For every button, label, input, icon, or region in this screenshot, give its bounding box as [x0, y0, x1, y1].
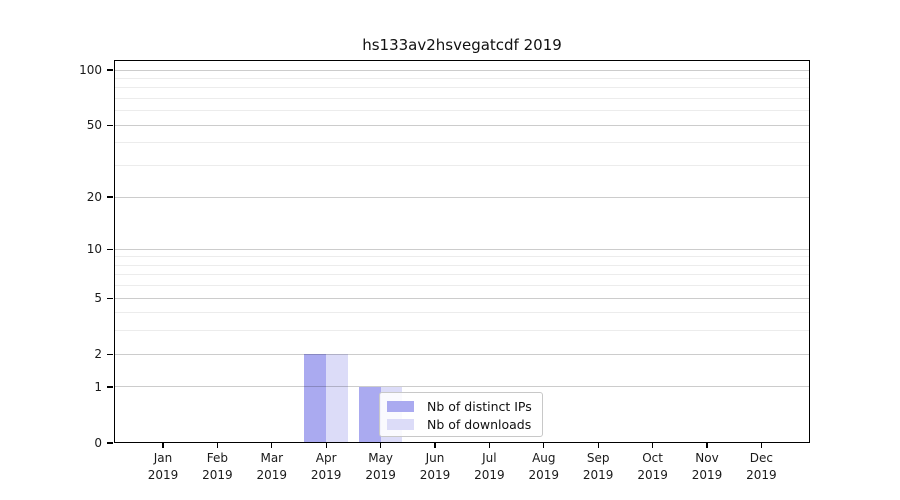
- x-tick-month: Jan: [153, 451, 173, 465]
- y-tick: [107, 248, 113, 250]
- x-tick-month: Apr: [315, 451, 337, 465]
- legend-label-distinct-ips: Nb of distinct IPs: [427, 398, 532, 414]
- gridline-major: [114, 124, 810, 126]
- plot-area: Nb of distinct IPs Nb of downloads: [114, 60, 810, 443]
- y-tick: [107, 69, 113, 71]
- gridline-major: [114, 248, 810, 250]
- x-tick: [488, 443, 490, 448]
- gridline-minor: [114, 256, 810, 258]
- x-tick-month: May: [368, 451, 393, 465]
- gridline-major: [114, 386, 810, 388]
- x-tick-year: 2019: [147, 468, 179, 482]
- x-tick-month: Mar: [260, 451, 284, 465]
- gridline-major: [114, 297, 810, 299]
- legend-label-downloads: Nb of downloads: [427, 416, 532, 432]
- x-tick-month: Sep: [586, 451, 610, 465]
- gridline-minor: [114, 312, 810, 314]
- legend-item-distinct-ips: Nb of distinct IPs: [387, 398, 533, 414]
- legend: Nb of distinct IPs Nb of downloads: [379, 392, 543, 437]
- gridline-major: [114, 196, 810, 198]
- x-tick: [325, 443, 327, 448]
- x-tick-year: 2019: [365, 468, 396, 482]
- x-tick-label: Feb 2019: [187, 450, 247, 484]
- x-tick-month: Feb: [206, 451, 229, 465]
- x-tick-year: 2019: [746, 468, 777, 482]
- y-tick: [107, 297, 113, 299]
- y-tick-label: 1: [94, 379, 102, 394]
- gridline-minor: [114, 142, 810, 144]
- bar-distinct-ips: [304, 354, 327, 443]
- x-tick: [216, 443, 218, 448]
- grid-layer: [114, 60, 810, 443]
- x-tick-year: 2019: [202, 468, 233, 482]
- gridline-minor: [114, 78, 810, 80]
- x-tick: [271, 443, 273, 448]
- x-tick-year: 2019: [582, 468, 614, 482]
- x-tick-month: Aug: [532, 451, 556, 465]
- y-tick: [107, 386, 113, 388]
- y-tick: [107, 353, 113, 355]
- gridline-minor: [114, 264, 810, 266]
- y-tick: [107, 196, 113, 198]
- x-tick-label: Sep 2019: [568, 450, 628, 484]
- x-tick-year: 2019: [419, 468, 451, 482]
- x-tick-label: Jan 2019: [133, 450, 193, 484]
- legend-swatch-downloads-icon: [387, 418, 414, 430]
- gridline-minor: [114, 110, 810, 112]
- x-tick-label: Nov 2019: [677, 450, 737, 484]
- x-tick-year: 2019: [637, 468, 668, 482]
- gridline-minor: [114, 274, 810, 276]
- bar-downloads: [326, 354, 348, 443]
- x-tick-label: Oct 2019: [623, 450, 683, 484]
- x-tick-month: Jul: [482, 451, 497, 465]
- x-tick-label: Jul 2019: [459, 450, 519, 484]
- gridline-major: [114, 69, 810, 71]
- x-tick-year: 2019: [310, 468, 342, 482]
- gridline-major: [114, 353, 810, 355]
- bar-distinct-ips: [358, 387, 381, 443]
- x-tick: [706, 443, 708, 448]
- x-tick-label: May 2019: [351, 450, 411, 484]
- gridline-minor: [114, 330, 810, 332]
- gridline-minor: [114, 87, 810, 89]
- legend-swatch-distinct-ips-icon: [387, 400, 414, 412]
- x-tick-label: Jun 2019: [405, 450, 465, 484]
- x-tick-month: Nov: [695, 451, 719, 465]
- x-tick-year: 2019: [691, 468, 723, 482]
- gridline-minor: [114, 165, 810, 167]
- y-tick-label: 10: [86, 242, 102, 257]
- x-tick-label: Dec 2019: [731, 450, 791, 484]
- y-tick-label: 50: [86, 118, 102, 133]
- y-tick-label: 100: [79, 63, 102, 78]
- y-tick: [107, 124, 113, 126]
- y-tick-label: 5: [94, 291, 102, 306]
- x-tick: [760, 443, 762, 448]
- x-tick-year: 2019: [474, 468, 505, 482]
- x-tick: [652, 443, 654, 448]
- gridline-minor: [114, 98, 810, 100]
- x-tick-year: 2019: [528, 468, 560, 482]
- x-tick-label: Mar 2019: [242, 450, 302, 484]
- x-tick: [162, 443, 164, 448]
- y-tick-label: 2: [94, 347, 102, 362]
- x-tick: [434, 443, 436, 448]
- x-tick-month: Jun: [425, 451, 445, 465]
- chart-title: hs133av2hsvegatcdf 2019: [362, 36, 562, 54]
- legend-item-downloads: Nb of downloads: [387, 416, 533, 432]
- x-tick: [597, 443, 599, 448]
- y-tick-label: 0: [94, 436, 102, 450]
- x-tick-month: Dec: [749, 451, 773, 465]
- x-tick-label: Apr 2019: [296, 450, 356, 484]
- x-tick-year: 2019: [256, 468, 288, 482]
- x-tick: [380, 443, 382, 448]
- y-tick: [107, 442, 113, 444]
- x-tick-month: Oct: [642, 451, 663, 465]
- y-tick-label: 20: [86, 190, 102, 204]
- x-tick: [543, 443, 545, 448]
- x-tick-label: Aug 2019: [514, 450, 574, 484]
- gridline-minor: [114, 285, 810, 287]
